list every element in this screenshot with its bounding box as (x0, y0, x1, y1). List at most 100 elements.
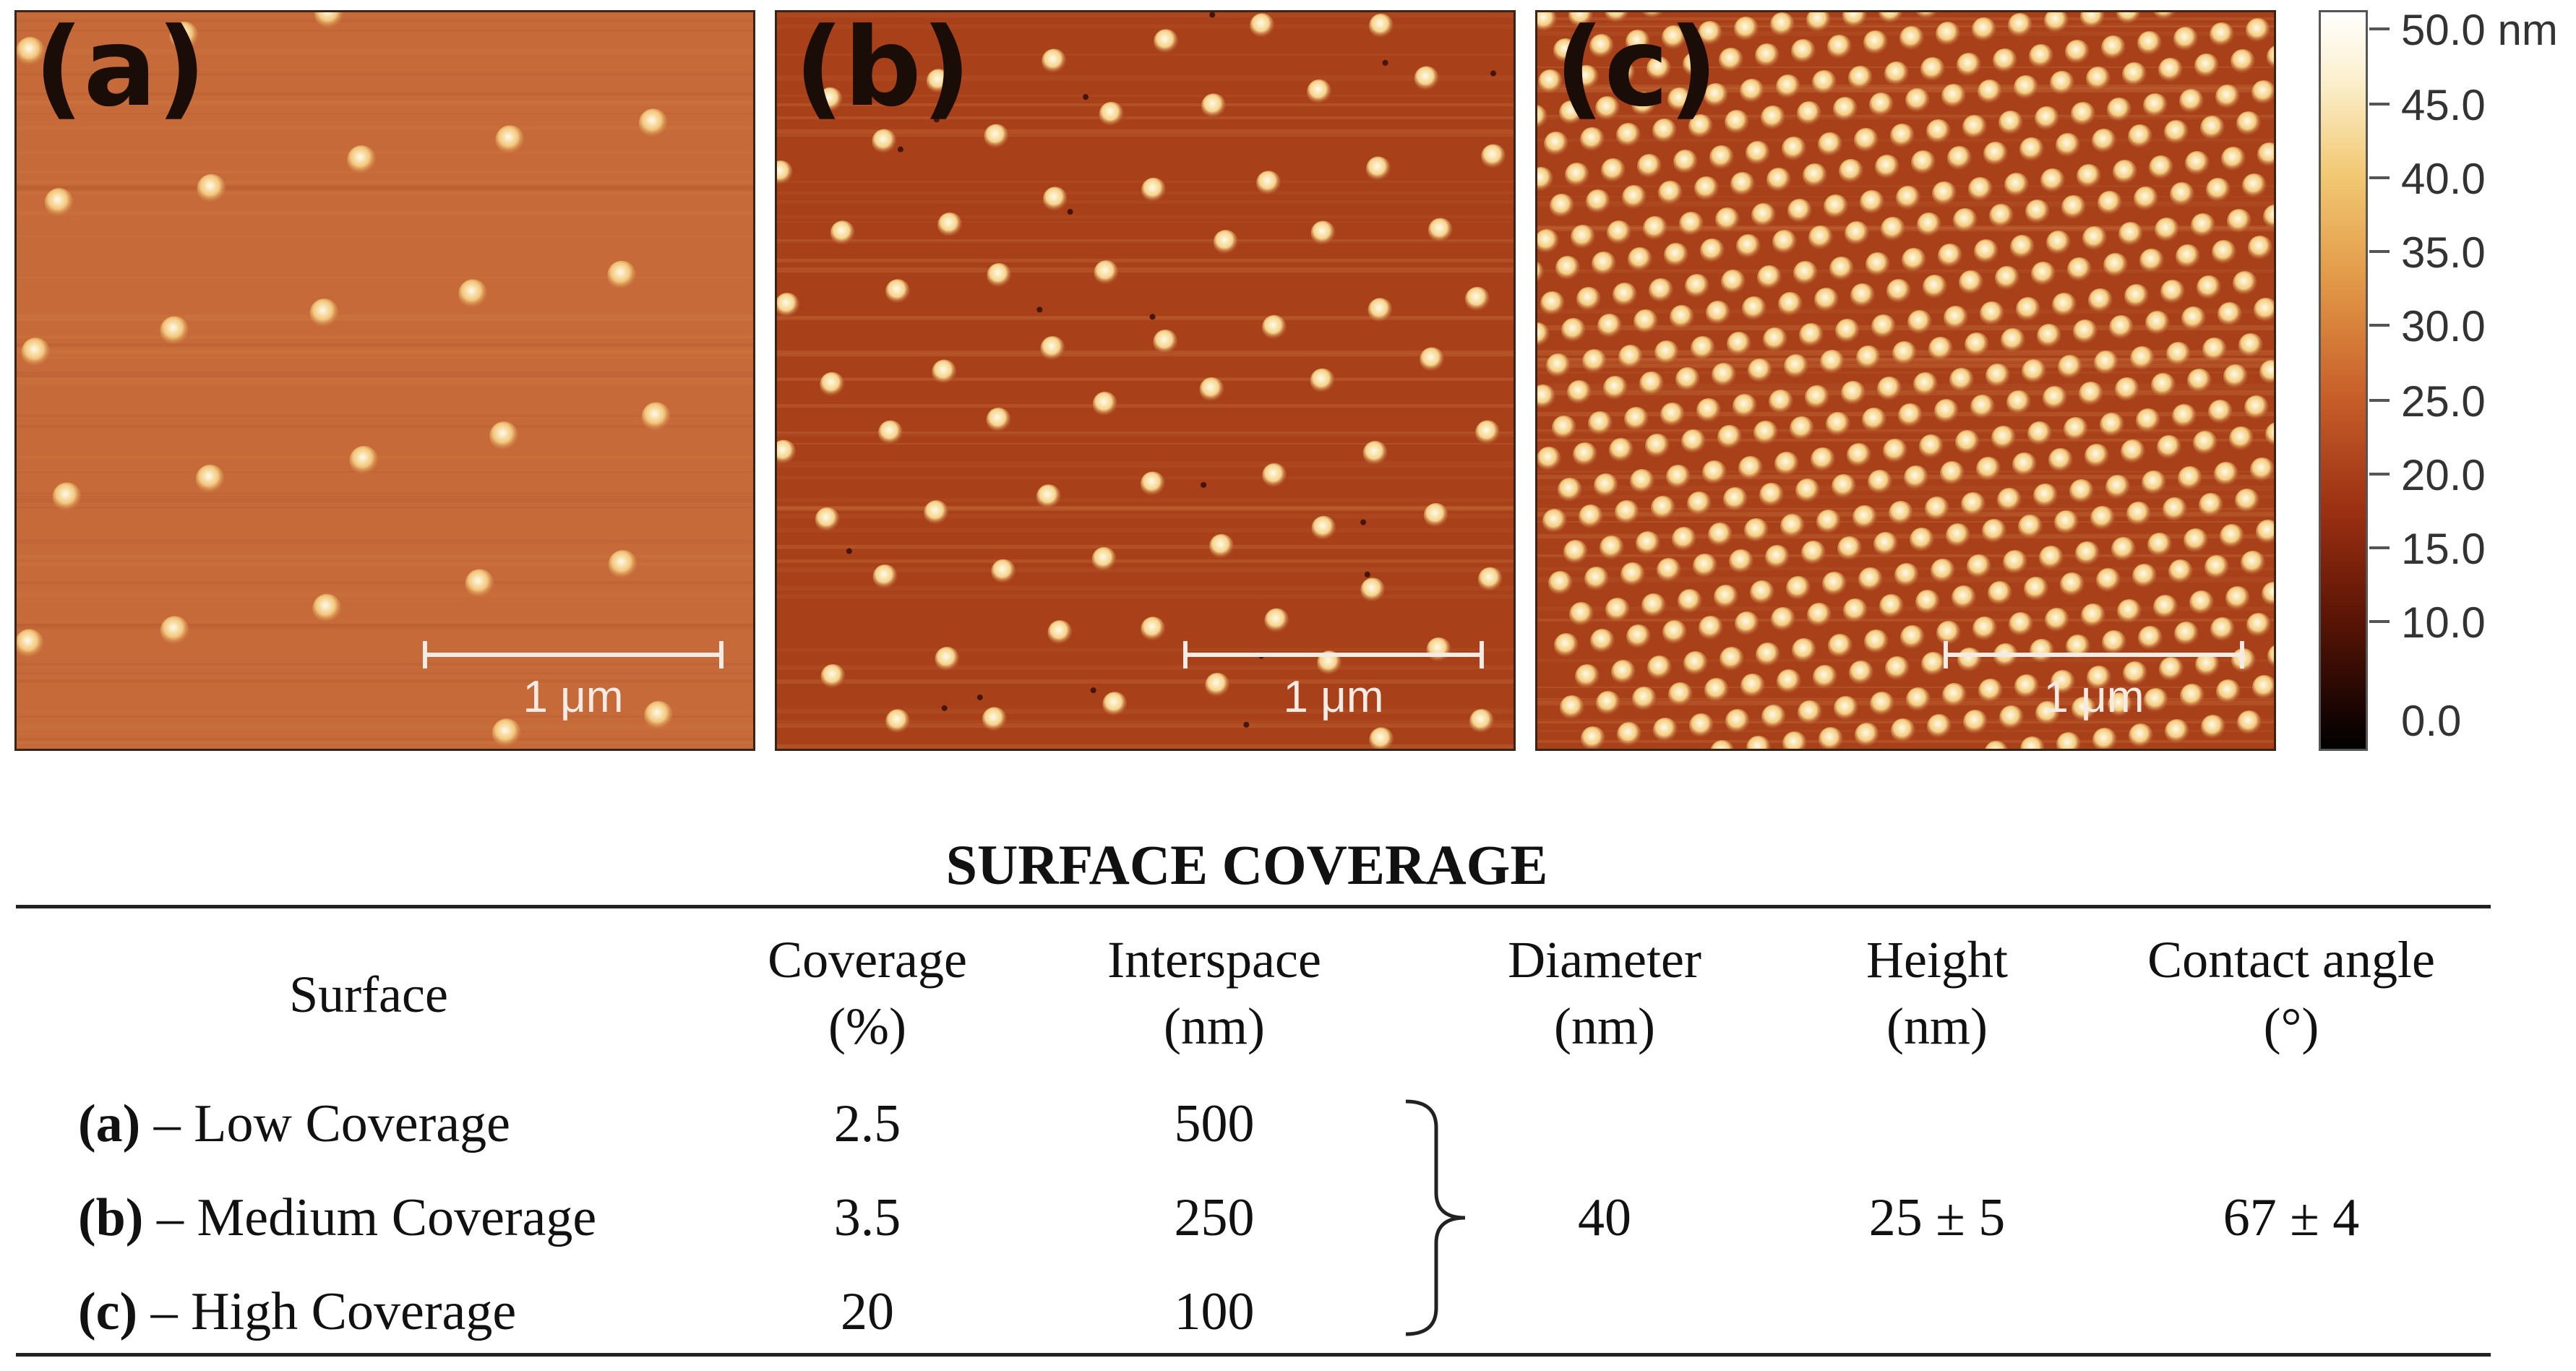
nanopillar-c (1537, 105, 1547, 129)
interspace-c: 100 (1174, 1282, 1255, 1341)
nanopillar-a (17, 629, 44, 658)
nanopillar-b (1477, 567, 1503, 592)
nanopillar-c (2077, 164, 2101, 189)
nanopillar-b (937, 212, 963, 237)
nanopillar-c (2010, 235, 2035, 259)
nanopillar-c (2206, 178, 2231, 202)
nanopillar-c (2184, 528, 2208, 553)
nanopillar-b (1368, 13, 1394, 38)
nanopillar-c (1778, 292, 1803, 317)
nanopillar-c (1679, 212, 1704, 236)
nanopillar-c (1706, 301, 1730, 325)
nanopillar-c (1667, 87, 1692, 112)
nanopillar-c (1927, 714, 1952, 739)
nanopillar-c (2220, 524, 2244, 549)
nanopillar-b (885, 709, 911, 734)
nanopillar-c (1761, 705, 1786, 729)
nanopillar-c (1738, 456, 1763, 481)
nanopillar-c (1616, 123, 1641, 147)
nanopillar-c (2199, 493, 2223, 517)
nanopillar-c (1651, 496, 1675, 520)
nanopillar-c (1653, 718, 1678, 742)
header-surface: Surface (289, 966, 448, 1023)
nanopillar-b (1469, 708, 1495, 734)
nanopillar-c (2174, 622, 2199, 646)
nanopillar-c (1740, 79, 1764, 103)
nanopillar-c (1552, 416, 1576, 440)
nanopillar-c (2054, 510, 2079, 535)
nanopillar-b (777, 439, 797, 465)
nanopillar-c (2181, 306, 2206, 331)
nanopillar-b (1264, 608, 1289, 633)
nanopillar-a (160, 316, 189, 345)
nanopillar-c (1746, 141, 1770, 166)
nanopillar-c (1806, 12, 1831, 33)
nanopillar-c (2092, 728, 2117, 749)
nanopillar-c (2149, 155, 2173, 180)
nanopillar-c (1891, 718, 1915, 743)
nanopillar-a (495, 125, 525, 155)
nanopillar-a (312, 593, 342, 623)
nanopillar-c (2020, 736, 2045, 749)
nanopillar-c (1904, 465, 1928, 490)
header-height-unit: (nm) (1886, 997, 1988, 1055)
nanopillar-c (1890, 124, 1915, 148)
nanopillar-c (1620, 562, 1645, 587)
nanopillar-c (1959, 270, 1983, 295)
nanopillar-c (1613, 283, 1637, 307)
nanopillar-c (1704, 678, 1729, 702)
nanopillar-c (1537, 322, 1550, 347)
nanopillar-c (1548, 571, 1573, 596)
nanopillar-c (1761, 106, 1785, 130)
nanopillar-c (2237, 710, 2262, 735)
nanopillar-c (1565, 163, 1589, 187)
nanopillar-c (1915, 12, 1939, 20)
nanopillar-c (2115, 377, 2139, 402)
nanopillar-c (1822, 572, 1847, 596)
nanopillar-c (1544, 132, 1568, 156)
nanopillar-c (1949, 368, 1974, 392)
nanopillar-c (1839, 159, 1863, 184)
nanopillar-c (2043, 386, 2067, 411)
nanopillar-c (1942, 683, 1967, 708)
nanopillar-c (2238, 333, 2263, 358)
colorbar-tick (2369, 250, 2390, 253)
nanopillar-a (21, 338, 51, 367)
nanopillar-b (1099, 101, 1124, 126)
nanopillar-c (1538, 69, 1563, 94)
nanopillar-c (1558, 478, 1582, 502)
nanopillar-c (1776, 74, 1800, 99)
nanopillar-c (1910, 528, 1934, 552)
nanopillar-c (1568, 12, 1593, 27)
header-height: Height (nm) (1785, 927, 2089, 1060)
nanopillar-c (1733, 394, 1757, 418)
nanopillar-b (872, 129, 897, 154)
nanopillar-a (641, 402, 671, 431)
scale-bar-label-a: 1 μm (523, 672, 624, 722)
colorbar-label-25: 25.0 (2401, 377, 2486, 426)
nanopillar-c (1965, 332, 1989, 357)
nanopillar-c (1919, 434, 1944, 459)
nanopillar-c (1605, 598, 1630, 622)
nanopillar-c (1542, 509, 1567, 533)
nanopillar-c (1584, 567, 1609, 591)
nanopillar-c (1769, 390, 1793, 414)
nanopillar-c (1618, 345, 1643, 369)
nanopillar-c (1866, 252, 1890, 277)
scale-bar-c (1944, 640, 2244, 669)
nanopillar-b (1141, 616, 1166, 642)
nanopillar-c (2157, 435, 2181, 460)
nanopillar-c (1928, 337, 1953, 361)
nanopillar-a (491, 718, 521, 748)
surface-pit-b (1149, 314, 1156, 320)
nanopillar-c (2166, 342, 2191, 366)
row-label-b: (b) – Medium Coverage (78, 1191, 596, 1245)
nanopillar-c (2252, 675, 2274, 700)
nanopillar-c (1955, 430, 1980, 455)
nanopillar-c (2215, 85, 2240, 109)
surface-pit-b (933, 116, 940, 123)
nanopillar-c (2071, 697, 2096, 721)
nanopillar-c (2187, 369, 2212, 393)
nanopillar-c (1719, 48, 1743, 72)
nanopillar-c (2180, 684, 2204, 708)
